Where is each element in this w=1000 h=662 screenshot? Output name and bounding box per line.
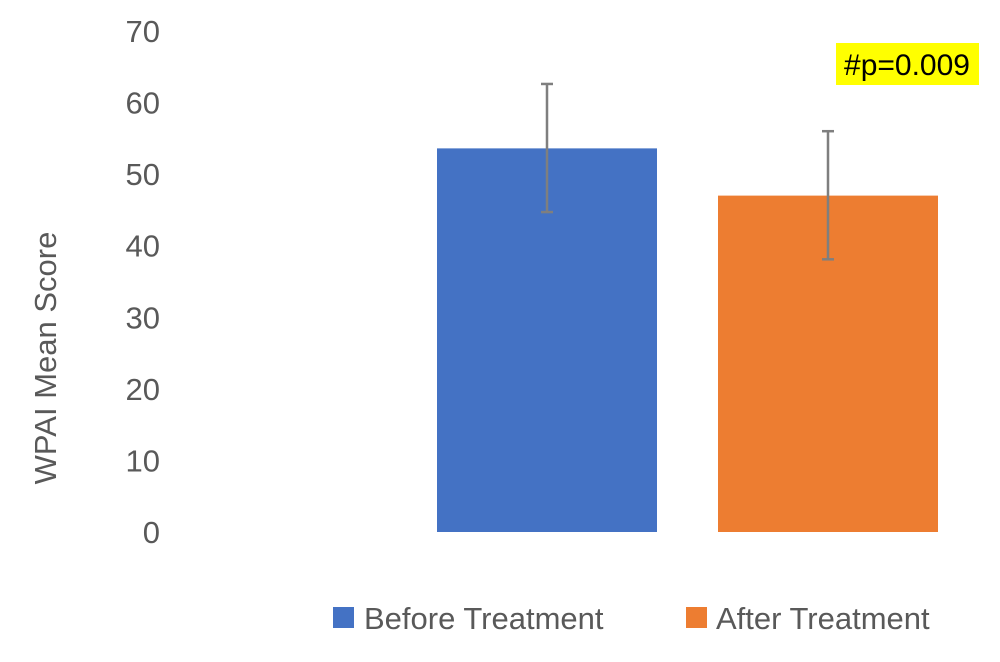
p-value-text: #p=0.009	[844, 49, 970, 82]
y-tick-label: 30	[126, 300, 160, 335]
legend: Before Treatment After Treatment	[333, 601, 930, 636]
y-axis-ticks: 0 10 20 30 40 50 60 70	[126, 14, 160, 550]
y-tick-label: 40	[126, 229, 160, 264]
y-tick-label: 60	[126, 86, 160, 121]
legend-label: After Treatment	[716, 601, 930, 636]
legend-label: Before Treatment	[364, 601, 604, 636]
y-tick-label: 70	[126, 14, 160, 49]
y-axis-title: WPAI Mean Score	[28, 232, 63, 485]
p-value-highlight	[836, 43, 979, 85]
bars	[437, 148, 938, 532]
y-tick-label: 10	[126, 443, 160, 478]
p-value-annotation: #p=0.009	[836, 43, 979, 85]
legend-swatch	[686, 607, 707, 628]
y-tick-label: 50	[126, 157, 160, 192]
y-tick-label: 20	[126, 372, 160, 407]
legend-swatch	[333, 607, 354, 628]
error-bars	[541, 82, 834, 261]
y-tick-label: 0	[143, 515, 160, 550]
